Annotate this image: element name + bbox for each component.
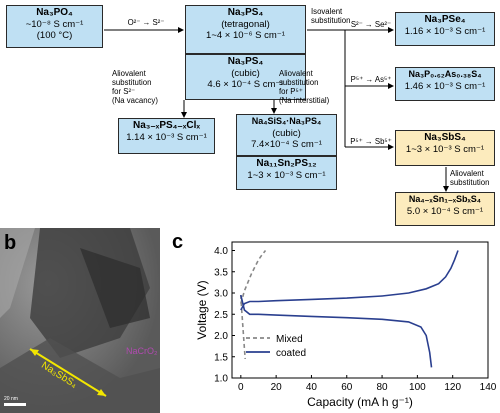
box-title: Na₃PO₄ bbox=[36, 7, 73, 18]
y-tick-label: 4.0 bbox=[214, 246, 228, 257]
box-line: 1.16 × 10⁻³ S cm⁻¹ bbox=[404, 25, 486, 37]
voltage-capacity-chart: 0 20 40 60 80 100 120 140 1.0 1.5 2.0 2.5 3.0 3.5 4.0 C… bbox=[195, 241, 497, 409]
series-coated-charge bbox=[240, 250, 459, 311]
box-title: Na₃PS₄ bbox=[227, 7, 264, 18]
label-line: Aliovalent bbox=[279, 69, 313, 78]
label-aliovalent-sb: Aliovalent substitution bbox=[450, 169, 500, 187]
plot-frame bbox=[231, 241, 489, 379]
label-p-to-sb: P⁵⁺ → Sb⁵⁺ bbox=[350, 137, 392, 146]
box-line: 4.6 × 10⁻⁴ S cm⁻¹ bbox=[207, 79, 284, 90]
series-mixed-charge bbox=[240, 249, 267, 304]
box-na11sn2: Na₁₁Sn₂PS₁₂ 1~3 × 10⁻³ S cm⁻¹ bbox=[236, 156, 337, 190]
box-line: (cubic) bbox=[272, 127, 301, 139]
label-line: substitution bbox=[279, 78, 319, 87]
box-line: 1.14 × 10⁻³ S cm⁻¹ bbox=[126, 131, 207, 143]
box-na4sis4: Na₄SiS₄·Na₃PS₄ (cubic) 7.4×10⁻⁴ S cm⁻¹ bbox=[236, 114, 337, 156]
box-na3ps4-tetragonal: Na₃PS₄ (tetragonal) 1~4 × 10⁻⁶ S cm⁻¹ bbox=[185, 5, 306, 54]
y-axis-label: Voltage (V) bbox=[195, 280, 209, 339]
x-tick-label: 80 bbox=[377, 382, 389, 393]
box-title: Na₄SiS₄·Na₃PS₄ bbox=[251, 116, 322, 126]
label-aliovalent-s: Aliovalent substitution for S²⁻ (Na vaca… bbox=[112, 69, 182, 105]
box-title: Na₃PS₄ bbox=[227, 56, 264, 67]
box-title: Na₄₋ₓSn₁₋ₓSbₓS₄ bbox=[408, 194, 482, 204]
y-tick-label: 3.5 bbox=[214, 267, 228, 278]
box-na3ps4-cubic: Na₃PS₄ (cubic) 4.6 × 10⁻⁴ S cm⁻¹ bbox=[185, 54, 306, 100]
x-tick-label: 40 bbox=[306, 382, 318, 393]
label-s-to-se: S²⁻ → Se²⁻ bbox=[350, 20, 392, 29]
box-title: Na₁₁Sn₂PS₁₂ bbox=[256, 158, 317, 169]
y-tick-label: 3.0 bbox=[214, 289, 228, 300]
label-line: for P⁵⁺ bbox=[279, 87, 303, 96]
x-axis-label: Capacity (mA h g⁻¹) bbox=[307, 395, 413, 409]
box-title: Na₃SbS₄ bbox=[424, 132, 466, 143]
label-isovalent: Isovalent bbox=[311, 7, 343, 16]
box-na3pse4: Na₃PSe₄ 1.16 × 10⁻³ S cm⁻¹ bbox=[395, 12, 495, 46]
label-p-to-as: P⁵⁺ → As⁵⁺ bbox=[350, 75, 392, 84]
diagram-arrows bbox=[104, 27, 449, 192]
box-na3pas: Na₃P₀.₆₂As₀.₃₈S₄ 1.46 × 10⁻³ S cm⁻¹ bbox=[395, 67, 495, 101]
tem-image bbox=[0, 228, 160, 413]
x-tick-label: 140 bbox=[480, 382, 497, 393]
box-na3po4: Na₃PO₄ ~10⁻⁸ S cm⁻¹ (100 °C) bbox=[6, 5, 103, 48]
label-aliovalent-p: Aliovalent substitution for P⁵⁺ (Na inte… bbox=[279, 69, 347, 105]
legend-label: coated bbox=[276, 348, 306, 359]
y-tick-label: 1.5 bbox=[214, 352, 228, 363]
y-tick-label: 2.5 bbox=[214, 310, 228, 321]
series-coated-discharge bbox=[240, 294, 433, 368]
box-title: Na₃P₀.₆₂As₀.₃₈S₄ bbox=[408, 69, 482, 79]
label-line: substitution bbox=[112, 78, 152, 87]
scale-bar-label: 20 nm bbox=[4, 396, 18, 402]
box-line: (100 °C) bbox=[36, 30, 73, 41]
label-line: (Na vacancy) bbox=[112, 96, 158, 105]
x-tick-label: 0 bbox=[238, 382, 244, 393]
label-line: Aliovalent bbox=[450, 169, 484, 178]
label-o-to-s: O²⁻ → S²⁻ bbox=[127, 18, 165, 27]
y-tick-label: 2.0 bbox=[214, 331, 228, 342]
box-line: 1~3 × 10⁻³ S cm⁻¹ bbox=[247, 169, 326, 181]
box-title: Na₃₋ₓPS₄₋ₓClₓ bbox=[132, 120, 201, 131]
label-line: (Na interstitial) bbox=[279, 96, 330, 105]
label-line: for S²⁻ bbox=[112, 87, 136, 96]
box-line: 1~4 × 10⁻⁶ S cm⁻¹ bbox=[206, 30, 285, 41]
panel-label-b: b bbox=[4, 232, 17, 254]
box-naxpscl: Na₃₋ₓPS₄₋ₓClₓ 1.14 × 10⁻³ S cm⁻¹ bbox=[118, 118, 215, 154]
box-line: ~10⁻⁸ S cm⁻¹ bbox=[25, 18, 84, 30]
box-na4sn: Na₄₋ₓSn₁₋ₓSbₓS₄ 5.0 × 10⁻⁴ S cm⁻¹ bbox=[395, 192, 495, 226]
box-title: Na₃PSe₄ bbox=[424, 14, 466, 25]
tem-micrograph: Na₃SbS₄ NaCrO₂ 20 nm bbox=[0, 228, 160, 413]
box-na3sbs4: Na₃SbS₄ 1~3 × 10⁻³ S cm⁻¹ bbox=[395, 130, 495, 166]
panel-label-c: c bbox=[172, 231, 184, 253]
x-tick-label: 20 bbox=[271, 382, 283, 393]
label-substitution: substitution bbox=[311, 16, 351, 25]
box-line: 7.4×10⁻⁴ S cm⁻¹ bbox=[251, 139, 322, 150]
box-line: 5.0 × 10⁻⁴ S cm⁻¹ bbox=[406, 205, 484, 217]
label-nacro2: NaCrO₂ bbox=[126, 346, 158, 356]
box-line: 1~3 × 10⁻³ S cm⁻¹ bbox=[405, 143, 485, 155]
x-tick-label: 100 bbox=[409, 382, 426, 393]
x-tick-label: 60 bbox=[341, 382, 353, 393]
box-line: (cubic) bbox=[231, 67, 260, 79]
legend-label: Mixed bbox=[276, 334, 303, 345]
label-line: substitution bbox=[450, 178, 490, 187]
scale-bar bbox=[4, 403, 26, 406]
box-line: (tetragonal) bbox=[221, 18, 270, 30]
x-tick-label: 120 bbox=[444, 382, 461, 393]
y-tick-label: 1.0 bbox=[214, 374, 228, 385]
box-line: 1.46 × 10⁻³ S cm⁻¹ bbox=[404, 80, 486, 92]
yellow-arrow bbox=[29, 348, 107, 397]
label-line: Aliovalent bbox=[112, 69, 146, 78]
